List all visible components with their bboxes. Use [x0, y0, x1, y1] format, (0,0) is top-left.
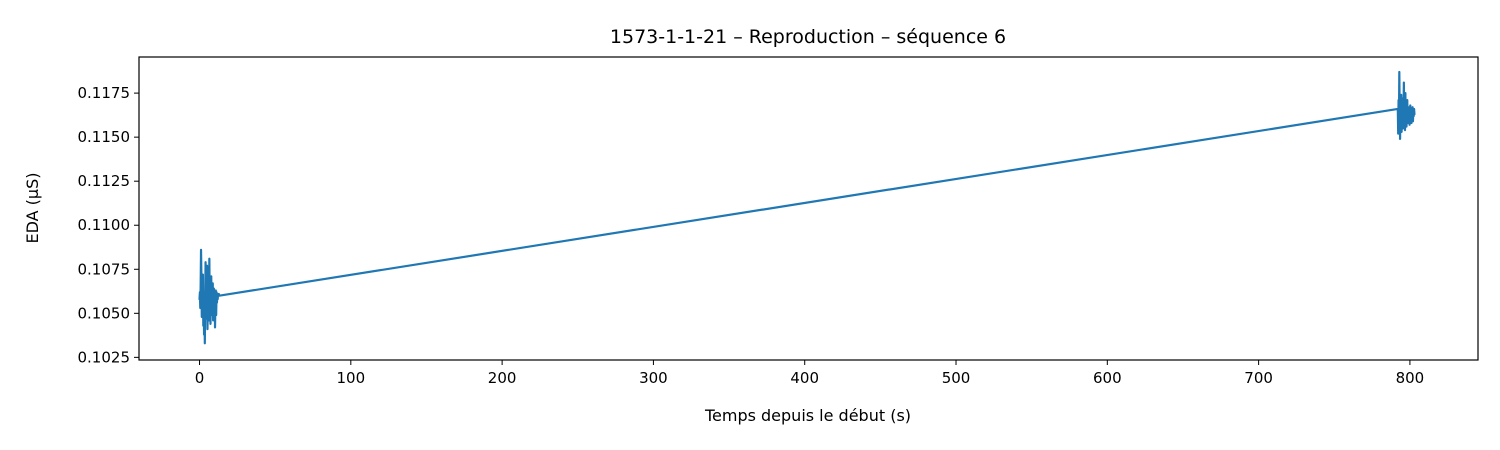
x-tick-label: 300: [639, 369, 668, 387]
x-tick-label: 800: [1396, 369, 1425, 387]
y-tick-label: 0.1175: [78, 84, 131, 102]
x-tick-label: 200: [488, 369, 517, 387]
plot-frame: [138, 56, 1479, 361]
chart-title: 1573-1-1-21 – Reproduction – séquence 6: [610, 26, 1006, 48]
y-tick-label: 0.1100: [78, 216, 131, 234]
x-axis-title: Temps depuis le début (s): [704, 406, 911, 425]
x-tick-label: 600: [1093, 369, 1122, 387]
y-axis-title: EDA (µS): [23, 173, 42, 244]
x-tick-label: 0: [195, 369, 205, 387]
y-tick-label: 0.1025: [78, 348, 131, 366]
y-tick-label: 0.1050: [78, 304, 131, 322]
y-tick-label: 0.1075: [78, 260, 131, 278]
x-tick-label: 400: [790, 369, 819, 387]
plot-area: [138, 56, 1479, 361]
x-tick-label: 500: [942, 369, 971, 387]
y-axis: 0.1025 0.1050 0.1075 0.1100 0.1125 0.1150 0.11…: [78, 84, 139, 366]
y-tick-label: 0.1150: [78, 128, 131, 146]
x-tick-label: 100: [336, 369, 365, 387]
series-line-0: [198, 70, 1416, 345]
x-tick-label: 700: [1244, 369, 1273, 387]
x-axis: 0 100 200 300 400 500 600 700 800: [195, 360, 1424, 387]
y-tick-label: 0.1125: [78, 172, 131, 190]
